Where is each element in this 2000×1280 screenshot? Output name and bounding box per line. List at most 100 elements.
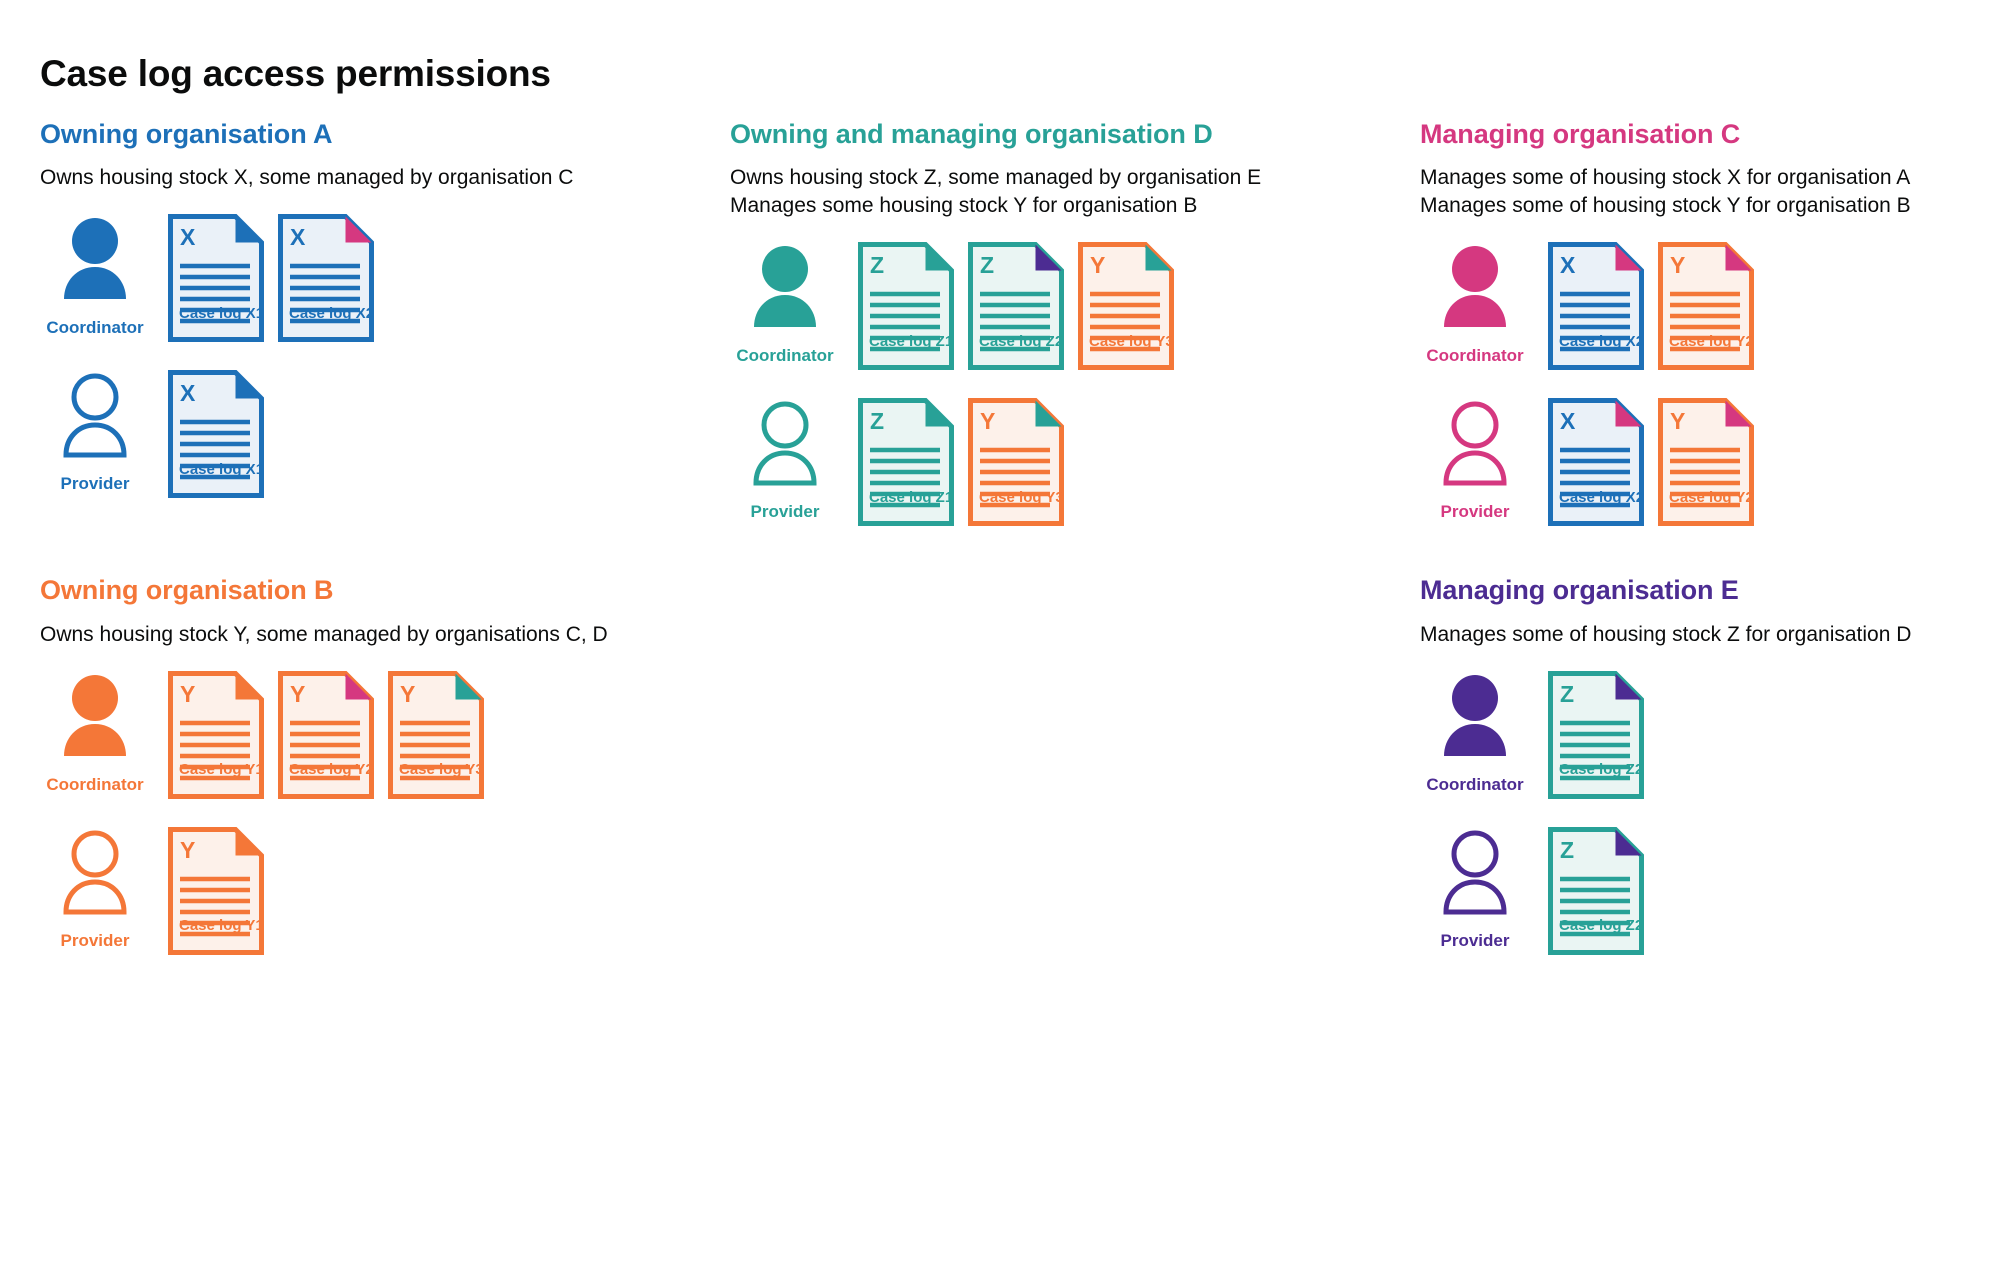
case-log-document[interactable]: X Case log X1 <box>168 214 265 343</box>
section-description-line: Owns housing stock Z, some managed by or… <box>730 166 1262 190</box>
role-rows: Coordinator X Case log X1 X Case log X2 Provi… <box>40 214 730 499</box>
housing-stock-letter: Y <box>180 836 196 863</box>
case-log-caption: Case log X2 <box>1559 332 1645 350</box>
case-log-caption: Case log Y3 <box>399 761 484 779</box>
housing-stock-letter: X <box>180 224 196 251</box>
section-description: Owns housing stock Z, some managed by or… <box>730 164 1420 220</box>
section-org-d: Owning and managing organisation D Owns h… <box>730 118 1420 527</box>
case-log-document[interactable]: Y Case log Y2 <box>278 670 374 799</box>
case-log-caption: Case log Y1 <box>179 761 264 779</box>
person-role-label: Coordinator <box>1426 346 1524 366</box>
case-log-caption: Case log X2 <box>1559 488 1645 506</box>
section-description: Owns housing stock Y, some managed by or… <box>40 621 730 649</box>
role-row-provider: Provider Y Case log Y1 <box>40 826 730 955</box>
case-log-list: Y Case log Y1 Y Case log Y2 Y Case log Y3 <box>168 670 484 799</box>
section-heading: Owning organisation A <box>40 119 333 149</box>
role-rows: Coordinator Y Case log Y1 Y Case log Y2 Y Case… <box>40 670 730 955</box>
document-icon <box>858 398 954 527</box>
document-icon <box>1658 242 1754 371</box>
document-icon <box>1658 398 1754 527</box>
document-icon <box>388 670 484 799</box>
housing-stock-letter: Z <box>1560 680 1575 707</box>
document-icon <box>168 214 264 343</box>
case-log-caption: Case log Z2 <box>1559 761 1644 779</box>
section-description-line: Owns housing stock X, some managed by or… <box>40 166 574 190</box>
housing-stock-letter: Y <box>1670 408 1686 435</box>
person-outline-icon <box>57 370 133 466</box>
person-role-label: Provider <box>60 474 130 494</box>
case-log-document[interactable]: Z Case log Z1 <box>858 242 954 371</box>
case-log-caption: Case log X1 <box>179 304 265 322</box>
section-org-c: Managing organisation C Manages some of h… <box>1420 118 1980 527</box>
case-log-document[interactable]: X Case log X2 <box>1548 242 1645 371</box>
page-title: Case log access permissions <box>40 52 551 94</box>
person-provider: Provider <box>40 370 150 494</box>
case-log-document[interactable]: Y Case log Y3 <box>388 670 484 799</box>
case-log-document[interactable]: Y Case log Y3 <box>1078 242 1174 371</box>
case-log-list: X Case log X2 Y Case log Y2 <box>1548 242 1754 371</box>
person-role-label: Provider <box>1440 502 1510 522</box>
housing-stock-letter: Z <box>870 252 885 279</box>
case-log-document[interactable]: Z Case log Z1 <box>858 398 954 527</box>
person-filled-icon <box>747 242 823 338</box>
case-log-list: Z Case log Z2 <box>1548 826 1644 955</box>
case-log-document[interactable]: Y Case log Y1 <box>168 670 264 799</box>
case-log-caption: Case log Z1 <box>869 332 954 350</box>
case-log-document[interactable]: Z Case log Z2 <box>1548 826 1644 955</box>
housing-stock-letter: Y <box>1090 252 1106 279</box>
case-log-caption: Case log Y3 <box>979 488 1064 506</box>
person-filled-icon <box>57 214 133 310</box>
section-org-b: Owning organisation B Owns housing stock … <box>40 574 730 955</box>
case-log-document[interactable]: X Case log X2 <box>278 214 375 343</box>
case-log-document[interactable]: Y Case log Y3 <box>968 398 1064 527</box>
case-log-document[interactable]: Y Case log Y1 <box>168 826 264 955</box>
role-row-provider: Provider X Case log X2 Y Case log Y2 <box>1420 398 1980 527</box>
case-log-caption: Case log Y2 <box>1669 332 1754 350</box>
role-row-coordinator: Coordinator X Case log X1 X Case log X2 <box>40 214 730 343</box>
role-row-coordinator: Coordinator Z Case log Z2 <box>1420 670 1980 799</box>
case-log-list: X Case log X1 <box>168 370 264 499</box>
case-log-list: Z Case log Z2 <box>1548 670 1644 799</box>
person-role-label: Coordinator <box>46 318 144 338</box>
housing-stock-letter: Z <box>980 252 995 279</box>
case-log-document[interactable]: X Case log X1 <box>168 370 264 499</box>
document-icon <box>168 826 264 955</box>
case-log-document[interactable]: Z Case log Z2 <box>1548 670 1644 799</box>
case-log-caption: Case log Y1 <box>179 917 264 935</box>
case-log-document[interactable]: Z Case log Z2 <box>968 242 1064 371</box>
person-filled-icon <box>1437 242 1513 338</box>
section-description: Manages some of housing stock Z for orga… <box>1420 621 1980 649</box>
case-log-list: X Case log X1 X Case log X2 <box>168 214 375 343</box>
role-row-coordinator: Coordinator Z Case log Z1 Z Case log Z2 Y Case… <box>730 242 1420 371</box>
case-log-document[interactable]: X Case log X2 <box>1548 398 1645 527</box>
role-rows: Coordinator X Case log X2 Y Case log Y2 Provi… <box>1420 242 1980 527</box>
person-provider: Provider <box>1420 398 1530 522</box>
case-log-caption: Case log Z1 <box>869 488 954 506</box>
section-description: Manages some of housing stock X for orga… <box>1420 164 1980 220</box>
document-icon <box>278 670 374 799</box>
person-role-label: Provider <box>1440 930 1510 950</box>
case-log-document[interactable]: Y Case log Y2 <box>1658 398 1754 527</box>
document-icon <box>1548 398 1644 527</box>
section-description-line: Owns housing stock Y, some managed by or… <box>40 622 608 646</box>
person-coordinator: Coordinator <box>730 242 840 366</box>
housing-stock-letter: X <box>1560 408 1576 435</box>
section-org-e: Managing organisation E Manages some of h… <box>1420 574 1980 955</box>
document-icon <box>278 214 374 343</box>
case-log-caption: Case log Y3 <box>1089 332 1174 350</box>
document-icon <box>1548 670 1644 799</box>
case-log-caption: Case log X2 <box>289 304 375 322</box>
case-log-list: Z Case log Z1 Y Case log Y3 <box>858 398 1064 527</box>
person-outline-icon <box>1437 398 1513 494</box>
case-log-document[interactable]: Y Case log Y2 <box>1658 242 1754 371</box>
case-log-list: Y Case log Y1 <box>168 826 264 955</box>
section-heading: Managing organisation E <box>1420 575 1739 606</box>
person-coordinator: Coordinator <box>40 671 150 795</box>
person-role-label: Provider <box>750 502 820 522</box>
person-provider: Provider <box>1420 827 1530 951</box>
person-coordinator: Coordinator <box>1420 242 1530 366</box>
sections-grid: Owning organisation A Owns housing stock … <box>40 118 1970 955</box>
housing-stock-letter: X <box>180 380 196 407</box>
section-org-a: Owning organisation A Owns housing stock … <box>40 118 730 526</box>
